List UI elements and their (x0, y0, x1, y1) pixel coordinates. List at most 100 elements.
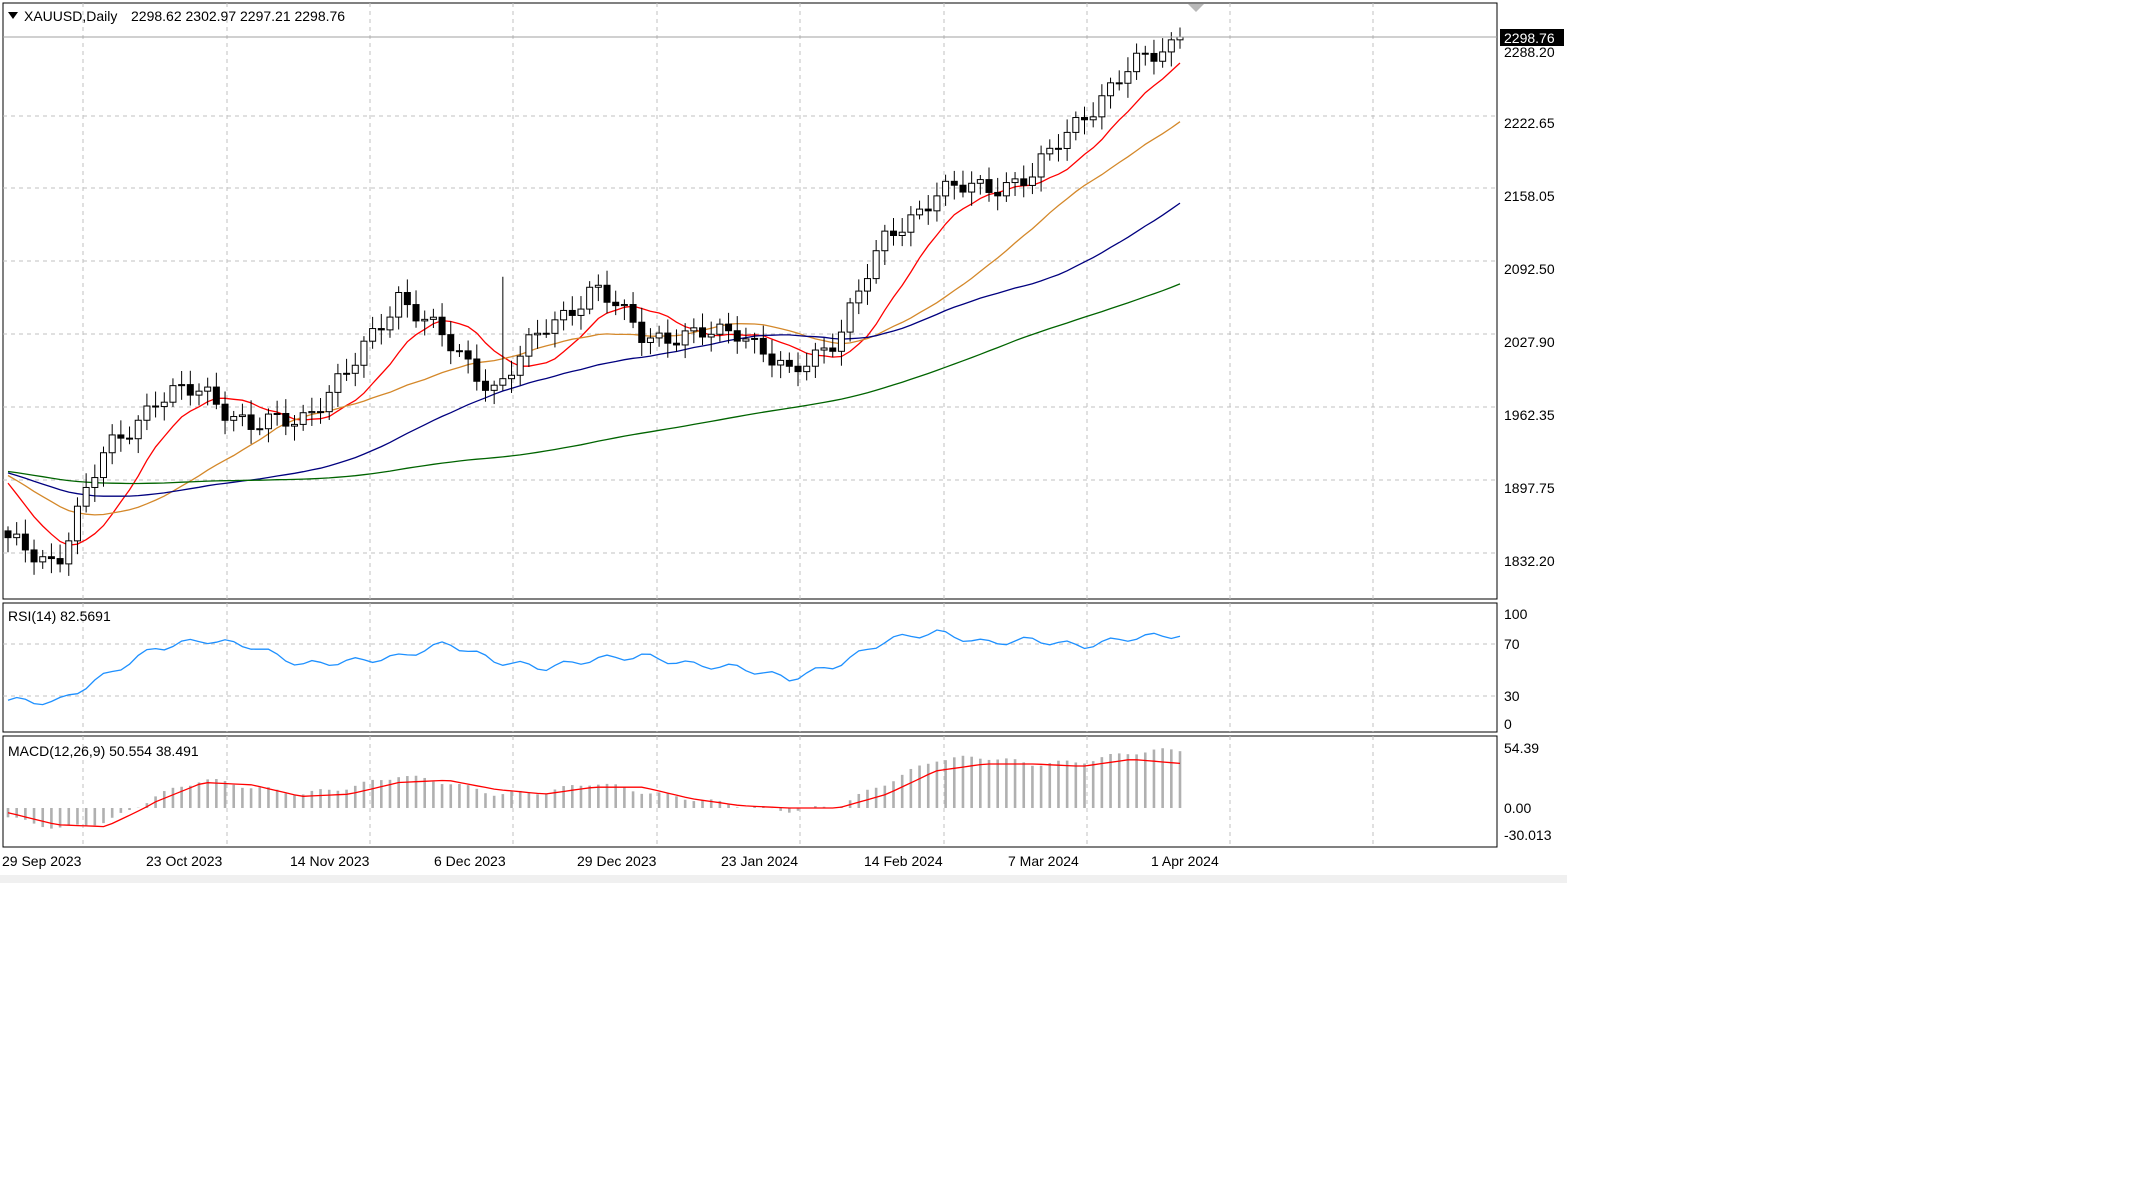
candle (594, 274, 602, 302)
candle (343, 358, 351, 381)
candle (395, 286, 403, 330)
candle (1124, 57, 1132, 98)
menu-triangle-icon[interactable] (8, 12, 18, 19)
candle (134, 415, 142, 454)
candle (855, 279, 863, 315)
rsi-tick: 0 (1504, 716, 1512, 732)
rsi-indicator (7, 629, 1181, 706)
candle (924, 195, 932, 225)
date-axis: 29 Sep 2023 23 Oct 2023 14 Nov 2023 6 De… (2, 853, 1219, 869)
symbol-label: XAUUSD,Daily (24, 8, 117, 24)
candle (560, 301, 568, 331)
date-label: 7 Mar 2024 (1008, 853, 1079, 869)
candle-body (13, 533, 21, 539)
candle-body (568, 309, 576, 316)
candle (1072, 111, 1080, 141)
ma-medium-line (7, 121, 1181, 516)
candle-body (933, 195, 941, 212)
candle (1081, 106, 1089, 135)
candle (733, 316, 741, 354)
candle (916, 200, 924, 220)
candle-body (317, 411, 325, 414)
candle-body (178, 384, 186, 387)
candle-body (716, 323, 724, 335)
candle (1089, 102, 1097, 128)
candle-body (751, 337, 759, 340)
candle (247, 400, 255, 444)
price-tick: 2158.05 (1504, 188, 1555, 204)
candle (620, 299, 628, 321)
candle (160, 392, 168, 421)
chart-canvas[interactable]: XAUUSD,Daily 2298.62 2302.97 2297.21 229… (0, 0, 1567, 883)
candle (508, 360, 516, 393)
candle-body (290, 423, 298, 427)
candle-body (204, 386, 212, 392)
date-label: 29 Sep 2023 (2, 853, 82, 869)
date-label: 6 Dec 2023 (434, 853, 506, 869)
moving-averages (7, 62, 1181, 546)
candle-body (152, 405, 160, 408)
price-tick: 1897.75 (1504, 480, 1555, 496)
candle-body (811, 349, 819, 367)
candle-body (551, 319, 559, 334)
ma-fast-line (7, 62, 1181, 546)
price-tick: 2092.50 (1504, 261, 1555, 277)
candle (742, 327, 750, 349)
candle-body (994, 191, 1002, 197)
candle-body (1020, 178, 1028, 186)
chart-shift-marker-icon[interactable] (1188, 4, 1204, 12)
candle (976, 174, 984, 195)
candle-body (143, 405, 151, 421)
candle-body (725, 323, 733, 332)
candle-body (412, 304, 420, 322)
candle-body (195, 390, 203, 396)
candle (221, 391, 229, 435)
candle-body (690, 327, 698, 332)
candle (725, 312, 733, 344)
candle-body (134, 419, 142, 440)
candle (1037, 145, 1045, 192)
candle-body (1141, 52, 1149, 55)
macd-signal-line (7, 759, 1181, 828)
candle-body (1098, 95, 1106, 118)
candle-body (1124, 71, 1132, 84)
candle-body (4, 530, 12, 539)
candle (334, 363, 342, 407)
candle (195, 383, 203, 406)
macd-tick: 0.00 (1504, 800, 1531, 816)
candle (1020, 165, 1028, 198)
price-tick: 2027.90 (1504, 334, 1555, 350)
candle (403, 279, 411, 318)
candle-body (186, 384, 194, 396)
current-price-label: 2298.76 (1504, 30, 1555, 46)
candle-body (594, 284, 602, 288)
candle (238, 403, 246, 427)
candle-body (1150, 52, 1158, 62)
candle (377, 313, 385, 345)
candle-body (73, 505, 81, 542)
rsi-panel-frame (2, 602, 1498, 733)
candle (204, 377, 212, 406)
candle-body (464, 350, 472, 360)
candle (1063, 119, 1071, 161)
candle-body (612, 301, 620, 307)
candle-body (542, 332, 550, 335)
candle-body (924, 208, 932, 212)
candle (438, 303, 446, 347)
candle (577, 296, 585, 330)
candle (412, 290, 420, 328)
candle (1054, 134, 1062, 162)
candle-body (438, 316, 446, 336)
candle (117, 420, 125, 452)
candle-body (221, 403, 229, 421)
candle-body (429, 316, 437, 320)
candle (612, 290, 620, 316)
candle (4, 526, 12, 553)
candle (1133, 43, 1141, 80)
candle-body (256, 428, 264, 431)
candle-body (160, 401, 168, 408)
candle-body (733, 330, 741, 342)
candle-body (803, 365, 811, 373)
candle (230, 410, 238, 432)
candle-body (646, 337, 654, 343)
